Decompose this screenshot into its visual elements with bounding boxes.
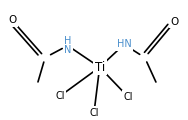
Text: H
N: H N: [64, 36, 71, 55]
Text: O: O: [171, 17, 179, 27]
Text: Cl: Cl: [89, 108, 99, 118]
Text: O: O: [8, 15, 16, 25]
Text: HN: HN: [117, 39, 131, 49]
Text: Cl: Cl: [123, 92, 133, 102]
Text: Ti: Ti: [95, 61, 105, 74]
Text: Cl: Cl: [55, 91, 65, 101]
